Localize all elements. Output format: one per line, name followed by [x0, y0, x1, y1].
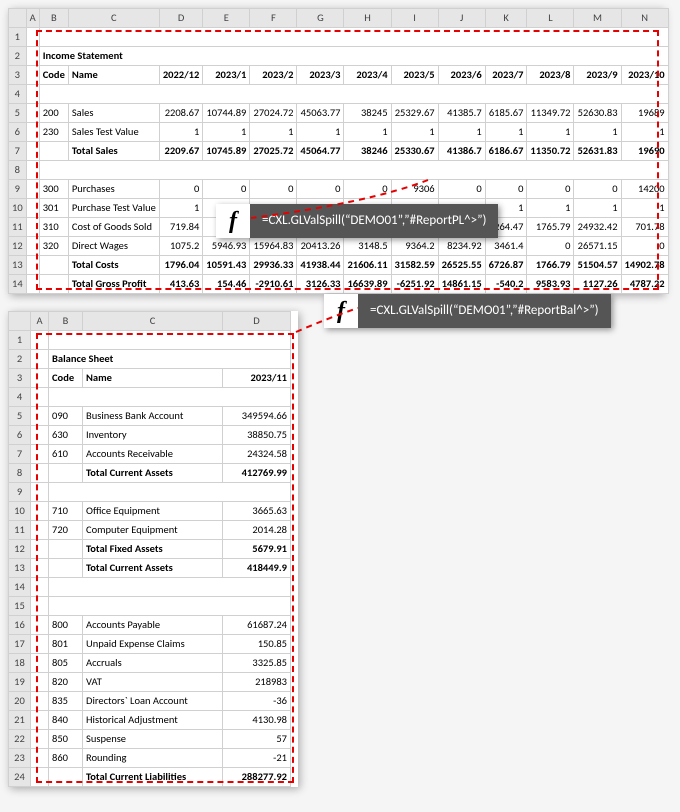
- income-statement-panel: ABCDEFGHIJKLMN 1 2 Income Statement 3 Co…: [8, 8, 663, 294]
- row-name: Sales Test Value: [68, 123, 159, 142]
- col-header[interactable]: F: [250, 9, 297, 28]
- row-header[interactable]: 1: [9, 28, 27, 47]
- col-header[interactable]: L: [527, 9, 574, 28]
- col-header[interactable]: [9, 312, 31, 331]
- col-header[interactable]: C: [68, 9, 159, 28]
- balance-sheet-title: Balance Sheet: [49, 350, 291, 369]
- col-header[interactable]: H: [344, 9, 391, 28]
- row-name: Total Fixed Assets: [83, 540, 223, 559]
- row-name: Office Equipment: [83, 502, 223, 521]
- col-header[interactable]: B: [49, 312, 83, 331]
- col-header[interactable]: B: [39, 9, 68, 28]
- row-name: Rounding: [83, 749, 223, 768]
- canvas: ABCDEFGHIJKLMN 1 2 Income Statement 3 Co…: [8, 8, 672, 804]
- col-header[interactable]: D: [159, 9, 202, 28]
- row-name: Total Current Liabilities: [83, 768, 223, 787]
- col-header[interactable]: C: [83, 312, 223, 331]
- row-name: Accounts Receivable: [83, 445, 223, 464]
- bs-name-header: Name: [83, 369, 223, 388]
- row-name: VAT: [83, 673, 223, 692]
- row-name: Directors` Loan Account: [83, 692, 223, 711]
- bs-code-header: Code: [49, 369, 83, 388]
- balance-sheet-grid[interactable]: ABCD 1 2 Balance Sheet 3 Code Name 2023/…: [8, 311, 291, 787]
- row-name: Total Costs: [68, 256, 159, 275]
- row-name: Accruals: [83, 654, 223, 673]
- fx-icon: f: [216, 204, 250, 238]
- row-name: Purchases: [68, 180, 159, 199]
- col-header[interactable]: G: [297, 9, 344, 28]
- row-name: Total Sales: [68, 142, 159, 161]
- col-header[interactable]: A: [31, 312, 49, 331]
- income-statement-title: Income Statement: [39, 47, 668, 66]
- row-name: Direct Wages: [68, 237, 159, 256]
- col-header[interactable]: D: [223, 312, 291, 331]
- row-name: Total Gross Profit: [68, 275, 159, 294]
- col-header[interactable]: K: [485, 9, 527, 28]
- row-name: Historical Adjustment: [83, 711, 223, 730]
- col-header[interactable]: A: [26, 9, 39, 28]
- row-name: Business Bank Account: [83, 407, 223, 426]
- col-header[interactable]: I: [391, 9, 438, 28]
- row-name: Inventory: [83, 426, 223, 445]
- row-name: Sales: [68, 104, 159, 123]
- col-header[interactable]: J: [438, 9, 485, 28]
- bs-period-header: 2023/11: [223, 369, 291, 388]
- formula-callout-bal: f =CXL.GLValSpill(“DEMO01”,”#ReportBal^>…: [324, 294, 611, 328]
- income-statement-grid[interactable]: ABCDEFGHIJKLMN 1 2 Income Statement 3 Co…: [8, 8, 669, 294]
- col-header[interactable]: E: [203, 9, 250, 28]
- formula-text-bal: =CXL.GLValSpill(“DEMO01”,”#ReportBal^>”): [358, 294, 611, 328]
- row-name: Total Current Assets: [83, 464, 223, 483]
- balance-sheet-panel: ABCD 1 2 Balance Sheet 3 Code Name 2023/…: [8, 311, 298, 787]
- col-header[interactable]: N: [621, 9, 668, 28]
- row-name: Cost of Goods Sold: [68, 218, 159, 237]
- row-name: Suspense: [83, 730, 223, 749]
- row-name: Unpaid Expense Claims: [83, 635, 223, 654]
- col-header[interactable]: [9, 9, 27, 28]
- row-name: Purchase Test Value: [68, 199, 159, 218]
- row-name: Computer Equipment: [83, 521, 223, 540]
- fx-icon: f: [324, 294, 358, 328]
- formula-callout-pl: f =CXL.GLValSpill(“DEMO01”,”#ReportPL^>”…: [216, 204, 498, 238]
- row-name: Total Current Assets: [83, 559, 223, 578]
- formula-text-pl: =CXL.GLValSpill(“DEMO01”,”#ReportPL^>”): [250, 204, 498, 238]
- col-header[interactable]: M: [574, 9, 621, 28]
- row-name: Accounts Payable: [83, 616, 223, 635]
